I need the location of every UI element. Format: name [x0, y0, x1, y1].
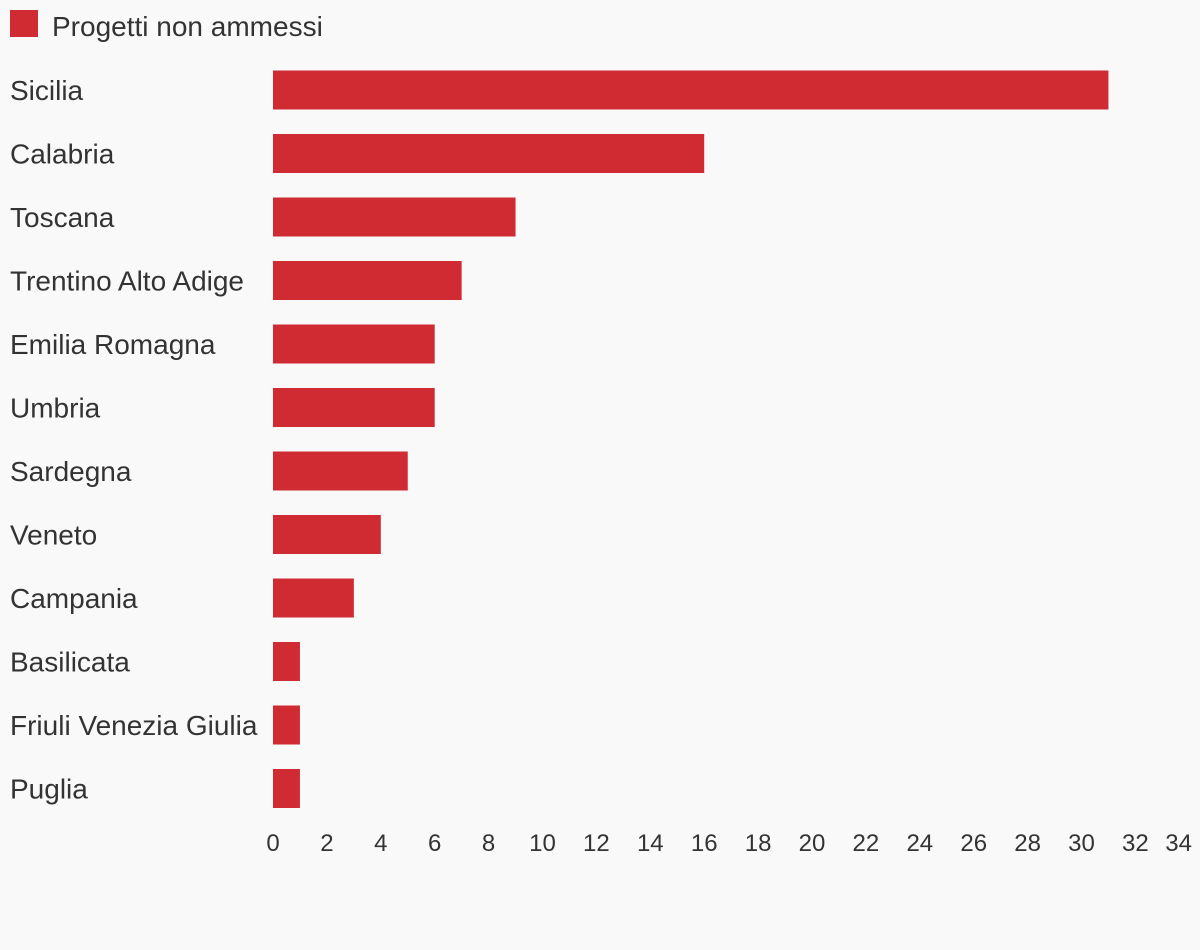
category-label-toscana: Toscana [10, 202, 115, 233]
bars [273, 70, 1109, 808]
bar-puglia[interactable] [273, 769, 300, 808]
legend[interactable]: Progetti non ammessi [10, 10, 323, 42]
bar-sicilia[interactable] [273, 70, 1109, 110]
bar-sardegna[interactable] [273, 451, 408, 491]
bar-calabria[interactable] [273, 134, 705, 173]
bar-trentino-alto-adige[interactable] [273, 261, 462, 300]
bar-basilicata[interactable] [273, 642, 300, 681]
category-label-umbria: Umbria [10, 393, 101, 424]
category-label-basilicata: Basilicata [10, 647, 130, 678]
x-tick-label: 34 [1165, 830, 1192, 857]
x-tick-label: 26 [960, 830, 987, 857]
x-tick-label: 4 [374, 830, 387, 857]
category-label-emilia-romagna: Emilia Romagna [10, 329, 216, 360]
category-label-friuli-venezia-giulia: Friuli Venezia Giulia [10, 710, 258, 741]
x-tick-label: 8 [482, 830, 495, 857]
x-tick-label: 10 [529, 830, 556, 857]
x-tick-label: 18 [745, 830, 772, 857]
x-tick-label: 14 [637, 830, 664, 857]
x-tick-label: 2 [320, 830, 333, 857]
x-tick-label: 22 [853, 830, 880, 857]
bar-veneto[interactable] [273, 515, 381, 554]
x-tick-label: 0 [266, 830, 279, 857]
category-label-trentino-alto-adige: Trentino Alto Adige [10, 266, 244, 297]
x-tick-label: 6 [428, 830, 441, 857]
x-axis-ticks: 0 2 4 6 8 10 12 14 16 18 20 22 24 26 28 30 32 34 [266, 830, 1192, 857]
bar-umbria[interactable] [273, 388, 435, 427]
category-label-calabria: Calabria [10, 139, 115, 170]
category-label-sardegna: Sardegna [10, 456, 132, 487]
bar-campania[interactable] [273, 578, 354, 618]
x-tick-label: 16 [691, 830, 718, 857]
category-label-veneto: Veneto [10, 520, 97, 551]
category-label-campania: Campania [10, 583, 138, 614]
bar-toscana[interactable] [273, 197, 516, 237]
category-labels: Sicilia Calabria Toscana Trentino Alto Adig… [10, 75, 258, 805]
x-tick-label: 30 [1068, 830, 1095, 857]
x-tick-label: 28 [1014, 830, 1041, 857]
legend-swatch [10, 10, 38, 37]
x-tick-label: 20 [799, 830, 826, 857]
x-tick-label: 32 [1122, 830, 1149, 857]
x-tick-label: 12 [583, 830, 610, 857]
category-label-puglia: Puglia [10, 774, 88, 805]
x-tick-label: 24 [906, 830, 933, 857]
category-label-sicilia: Sicilia [10, 75, 84, 106]
bar-emilia-romagna[interactable] [273, 324, 435, 364]
legend-label: Progetti non ammessi [52, 11, 323, 42]
bar-friuli-venezia-giulia[interactable] [273, 705, 300, 745]
